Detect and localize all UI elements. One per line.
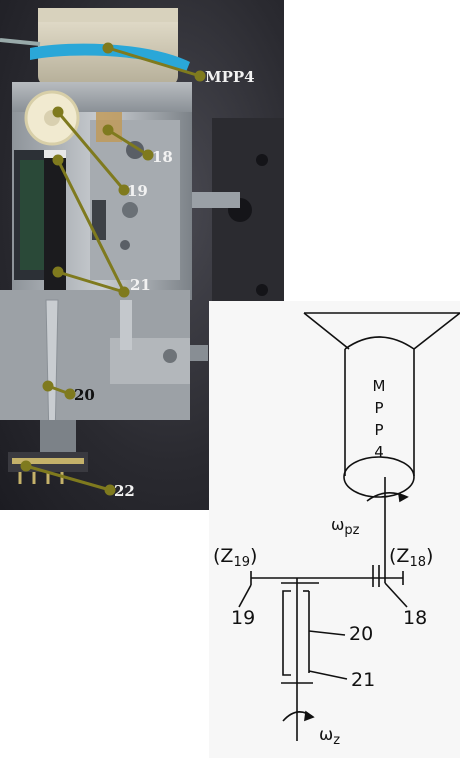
z19-open: (Z	[213, 545, 234, 567]
motor-letter-p2: P	[374, 421, 384, 439]
z19-close: )	[249, 545, 258, 567]
kinematic-schematic: M P P 4 ωpz (Z19) (Z18) 19 18 20 21 ωz	[209, 301, 460, 758]
omega-z-subscript: z	[333, 733, 341, 748]
z18-open: (Z	[389, 545, 410, 567]
bracket-20	[282, 590, 291, 676]
callout-20: 20	[74, 386, 95, 404]
z19-subscript: 19	[233, 555, 250, 570]
z18-close: )	[425, 545, 434, 567]
schematic-drawing	[238, 312, 460, 741]
callout-21: 21	[130, 276, 151, 294]
motor-mount	[304, 312, 460, 350]
omega-pz-symbol: ω	[331, 515, 345, 534]
motor-letter-4: 4	[374, 443, 384, 461]
callout-mpp4: MPP4	[205, 68, 255, 86]
callout-18: 18	[152, 148, 173, 166]
mechanism-photo: MPP4 18 19 21 20 22	[0, 0, 284, 510]
z18-subscript: 18	[409, 555, 426, 570]
motor-cylinder	[344, 336, 415, 476]
callout-19: 19	[127, 182, 148, 200]
label-20: 20	[349, 623, 374, 645]
label-21: 21	[351, 669, 376, 691]
z19-label: (Z19)	[213, 545, 257, 570]
omega-z-label: ωz	[319, 725, 340, 748]
label-18: 18	[403, 607, 428, 629]
omega-pz-label: ωpz	[331, 515, 359, 538]
coupling-21	[44, 150, 66, 300]
motor-clip	[30, 43, 190, 72]
label-19: 19	[231, 607, 256, 629]
z18-label: (Z18)	[389, 545, 433, 570]
callout-22: 22	[114, 482, 135, 500]
motor-letter-m: M	[372, 377, 386, 395]
omega-z-symbol: ω	[319, 725, 334, 745]
photo-drawing	[0, 8, 284, 496]
callout-pointers	[20, 42, 206, 496]
motor-letter-p1: P	[374, 399, 384, 417]
omega-pz-subscript: pz	[344, 523, 360, 538]
